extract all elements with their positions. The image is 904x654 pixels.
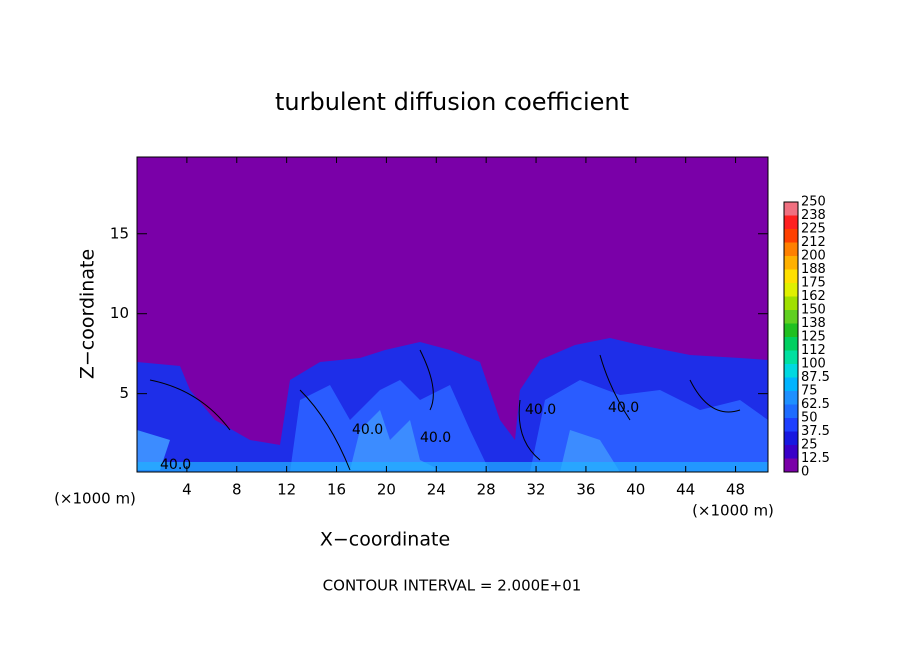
plot-frame [136, 156, 769, 473]
x-axis-label: X−coordinate [320, 529, 450, 551]
x-tick-label: 28 [477, 481, 496, 499]
colorbar-swatch [784, 377, 798, 391]
x-tick-label: 8 [232, 481, 242, 499]
contour-label: 40.0 [352, 422, 383, 438]
colorbar-swatch [784, 202, 798, 216]
colorbar-label: 0 [801, 465, 809, 480]
contour-label: 40.0 [608, 400, 639, 416]
y-unit: (×1000 m) [54, 490, 136, 508]
colorbar-swatch [784, 323, 798, 337]
colorbar-swatch [784, 310, 798, 324]
annotation: CONTOUR INTERVAL = 2.000E+01 [323, 577, 582, 595]
x-unit: (×1000 m) [692, 502, 774, 520]
colorbar-swatch [784, 458, 798, 472]
x-tick-label: 32 [527, 481, 546, 499]
x-tick-label: 24 [427, 481, 446, 499]
y-tick-label: 15 [110, 224, 129, 242]
x-tick-label: 4 [182, 481, 192, 499]
contour-label: 40.0 [420, 430, 451, 446]
colorbar-swatch [784, 350, 798, 364]
colorbar-label: 150 [801, 303, 826, 318]
colorbar-label: 25 [801, 438, 818, 453]
colorbar-swatch [784, 337, 798, 351]
colorbar-label: 162 [801, 289, 826, 304]
colorbar-label: 212 [801, 235, 826, 250]
colorbar-label: 188 [801, 262, 826, 277]
y-axis-label: Z−coordinate [77, 249, 99, 379]
contour-label: 40.0 [525, 402, 556, 418]
x-tick-label: 20 [377, 481, 396, 499]
x-tick-label: 48 [726, 481, 745, 499]
colorbar-label: 75 [801, 384, 818, 399]
colorbar-swatch [784, 283, 798, 297]
y-tick-label: 10 [110, 304, 129, 322]
x-tick-label: 44 [676, 481, 695, 499]
chart-title: turbulent diffusion coefficient [275, 88, 629, 116]
x-tick-label: 40 [626, 481, 645, 499]
colorbar-label: 50 [801, 411, 818, 426]
colorbar-label: 62.5 [801, 397, 830, 412]
colorbar-label: 87.5 [801, 370, 830, 385]
colorbar-swatch [784, 431, 798, 445]
colorbar-swatch [784, 404, 798, 418]
colorbar-label: 138 [801, 316, 826, 331]
colorbar-swatch [784, 418, 798, 432]
field-region [137, 410, 620, 472]
colorbar-swatch [784, 269, 798, 283]
x-tick-label: 16 [327, 481, 346, 499]
colorbar-swatch [784, 242, 798, 256]
colorbar-swatch [784, 445, 798, 459]
contour-label: 40.0 [160, 457, 191, 473]
colorbar-label: 112 [801, 343, 826, 358]
colorbar-swatch [784, 229, 798, 243]
field [137, 157, 768, 472]
colorbar-label: 250 [801, 195, 826, 210]
colorbar-swatch [784, 296, 798, 310]
x-tick-label: 12 [277, 481, 296, 499]
colorbar-swatch [784, 256, 798, 270]
colorbar-label: 37.5 [801, 424, 830, 439]
colorbar-label: 175 [801, 276, 826, 291]
x-tick-label: 36 [576, 481, 595, 499]
y-tick-label: 5 [119, 384, 129, 402]
colorbar-frame [783, 201, 799, 473]
colorbar-swatch [784, 391, 798, 405]
colorbar-label: 12.5 [801, 451, 830, 466]
colorbar-swatch [784, 215, 798, 229]
colorbar-label: 200 [801, 249, 826, 264]
colorbar-label: 225 [801, 222, 826, 237]
colorbar-label: 100 [801, 357, 826, 372]
field-region [137, 462, 768, 472]
contour-line [149, 349, 741, 471]
colorbar-label: 238 [801, 208, 826, 223]
colorbar-swatch [784, 364, 798, 378]
colorbar-label: 125 [801, 330, 826, 345]
